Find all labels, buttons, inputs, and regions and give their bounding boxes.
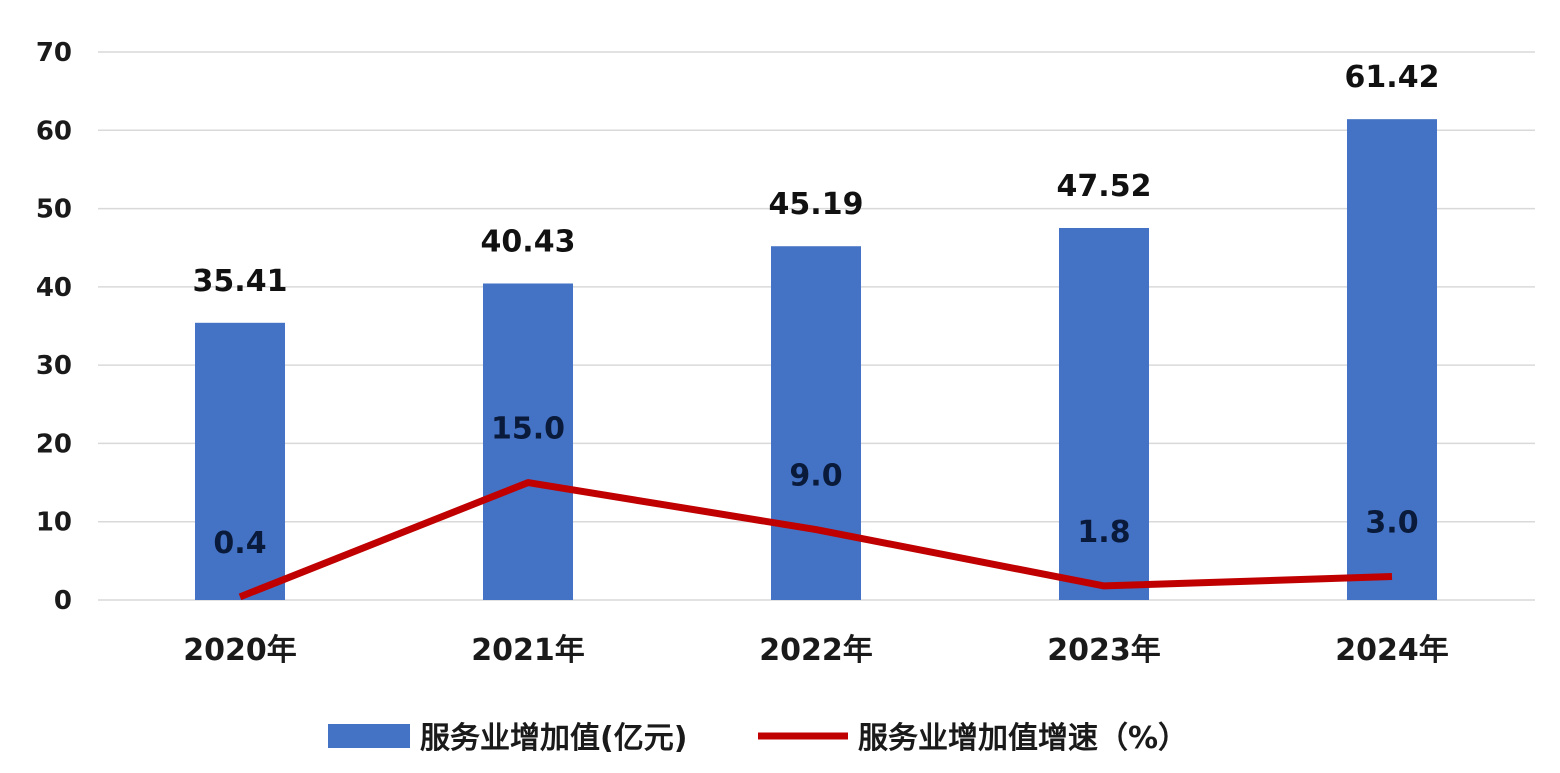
legend-swatch-bar <box>328 724 410 748</box>
bar-value-labels: 35.41 40.43 45.19 47.52 61.42 <box>193 60 1440 299</box>
line-value-label: 3.0 <box>1365 506 1418 541</box>
y-tick-label: 50 <box>36 195 72 225</box>
bar-value-label: 61.42 <box>1345 60 1440 95</box>
bar-value-label: 45.19 <box>769 187 864 222</box>
y-tick-label: 20 <box>36 429 72 459</box>
legend-label-bar: 服务业增加值(亿元) <box>420 721 687 756</box>
x-category-label: 2021年 <box>471 633 585 668</box>
y-tick-label: 40 <box>36 273 72 303</box>
y-tick-label: 10 <box>36 508 72 538</box>
y-tick-label: 30 <box>36 351 72 381</box>
x-category-label: 2024年 <box>1335 633 1449 668</box>
bar-value-label: 35.41 <box>193 264 288 299</box>
y-tick-label: 0 <box>54 586 72 616</box>
bar <box>1059 227 1149 601</box>
line-value-labels: 0.4 15.0 9.0 1.8 3.0 <box>213 412 1418 561</box>
bar-value-label: 47.52 <box>1057 169 1152 204</box>
x-axis-categories: 2020年 2021年 2022年 2023年 2024年 <box>183 633 1449 668</box>
x-category-label: 2020年 <box>183 633 297 668</box>
bar <box>1347 119 1437 601</box>
legend: 服务业增加值(亿元) 服务业增加值增速（%） <box>328 721 1188 756</box>
line-series <box>238 479 1393 601</box>
line-value-label: 9.0 <box>789 459 842 494</box>
bar-series <box>195 119 1437 601</box>
y-axis-ticks: 0 10 20 30 40 50 60 70 <box>36 38 72 616</box>
bar <box>483 283 573 600</box>
x-category-label: 2023年 <box>1047 633 1161 668</box>
bar <box>195 322 285 600</box>
legend-label-line: 服务业增加值增速（%） <box>858 721 1188 756</box>
bar-value-label: 40.43 <box>481 224 576 259</box>
y-tick-label: 70 <box>36 38 72 68</box>
line-value-label: 15.0 <box>491 412 565 447</box>
y-tick-label: 60 <box>36 116 72 146</box>
bar <box>771 246 861 600</box>
line-value-label: 0.4 <box>213 526 266 561</box>
line-value-label: 1.8 <box>1077 515 1130 550</box>
x-category-label: 2022年 <box>759 633 873 668</box>
